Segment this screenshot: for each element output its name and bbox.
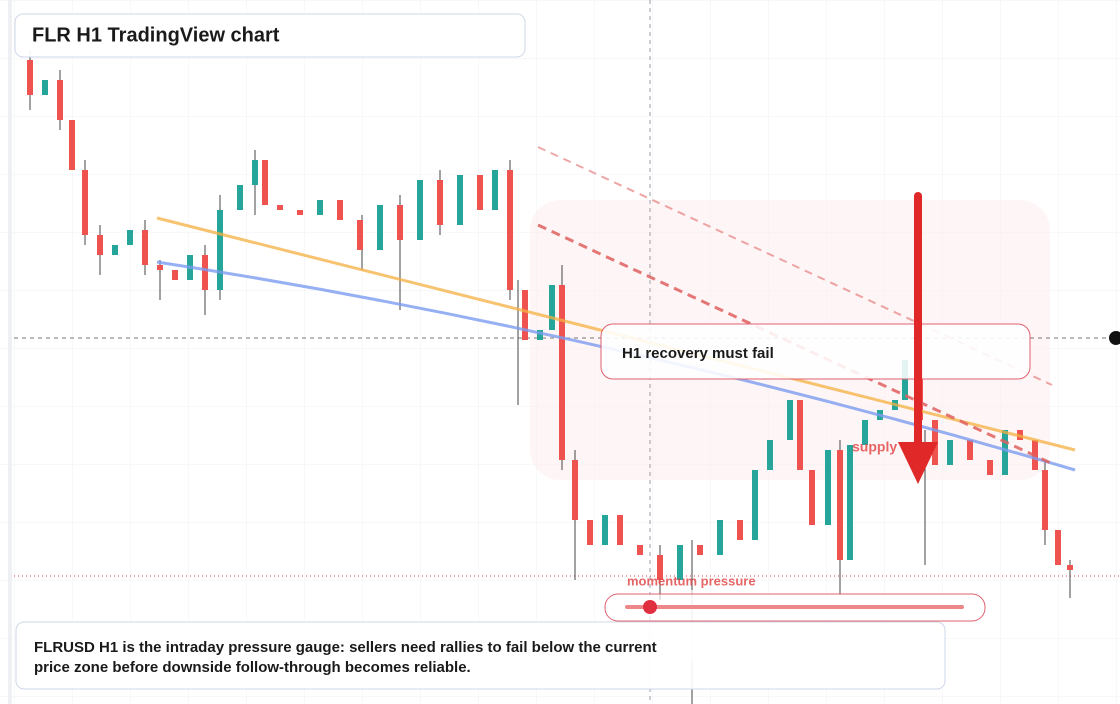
- title-box: [14, 13, 526, 58]
- crosshair-icon: [1109, 331, 1120, 345]
- left-edge: [8, 0, 12, 704]
- arrow-head: [898, 442, 938, 484]
- caption-line: price zone before downside follow-throug…: [34, 659, 471, 676]
- slider-knob: [643, 600, 657, 614]
- resistance-dashed: [537, 223, 1056, 467]
- momentum-label: momentum pressure: [627, 573, 756, 588]
- supply-label: supply: [852, 439, 897, 455]
- caption-box: [15, 621, 946, 690]
- upper-channel-dashed: [537, 146, 1053, 386]
- annotation-text: H1 recovery must fail: [622, 345, 774, 362]
- caption-line: FLRUSD H1 is the intraday pressure gauge…: [34, 639, 657, 656]
- title: FLR H1 TradingView chart: [32, 24, 280, 46]
- annotation-box: [600, 323, 1031, 380]
